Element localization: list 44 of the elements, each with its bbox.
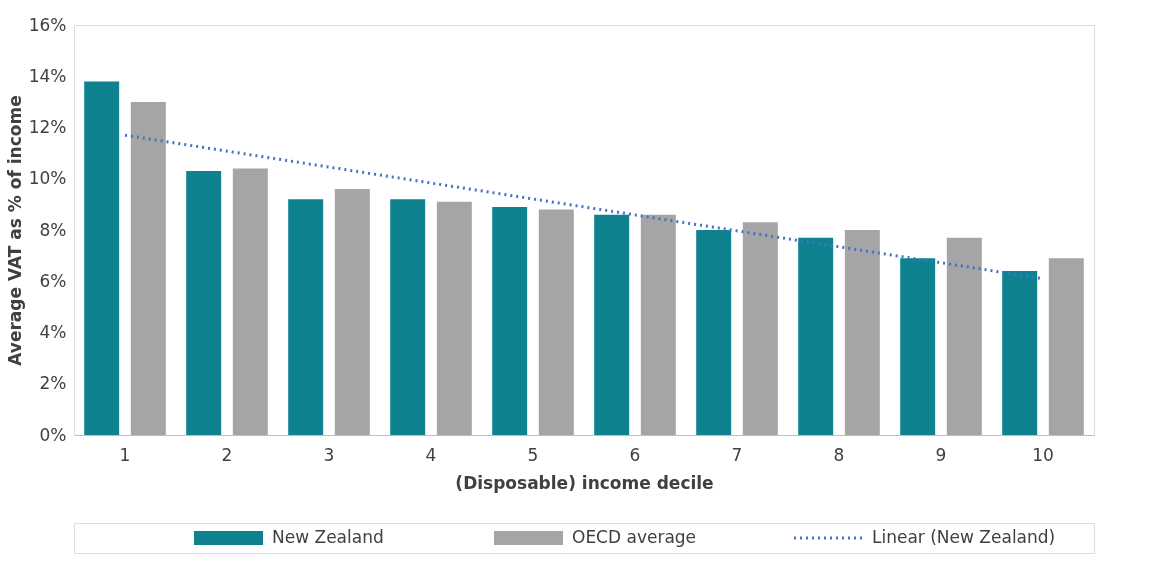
y-tick-label: 10%: [28, 168, 67, 189]
y-tick-label: 2%: [39, 373, 67, 394]
bar: [84, 81, 120, 435]
bar: [742, 222, 778, 435]
x-tick-label: 10: [1032, 444, 1054, 465]
x-tick-label: 5: [527, 444, 539, 465]
bar: [900, 258, 936, 435]
x-tick-label: 7: [731, 444, 743, 465]
bar: [798, 237, 834, 435]
bar: [1002, 271, 1038, 435]
bar: [130, 101, 166, 435]
bar: [1048, 258, 1084, 435]
y-tick-label: 14%: [28, 65, 67, 86]
y-tick-label: 12%: [28, 117, 67, 137]
bar: [334, 189, 370, 435]
y-tick-label: 0%: [39, 424, 67, 445]
bar: [594, 214, 630, 435]
bar: [492, 206, 528, 435]
bar: [946, 237, 982, 435]
bar: [696, 230, 732, 435]
legend-label: OECD average: [572, 527, 697, 547]
bar: [390, 199, 426, 435]
legend-label: New Zealand: [272, 527, 384, 547]
bar: [640, 214, 676, 435]
x-tick-label: 9: [935, 444, 947, 465]
bar: [844, 230, 880, 435]
x-tick-label: 8: [833, 444, 845, 465]
bar: [186, 171, 222, 435]
x-tick-label: 4: [425, 444, 437, 465]
x-tick-label: 1: [119, 444, 131, 465]
x-tick-label: 3: [323, 444, 335, 465]
y-tick-label: 8%: [39, 219, 67, 240]
legend-label: Linear (New Zealand): [872, 527, 1056, 547]
x-axis-title: (Disposable) income decile: [455, 472, 714, 493]
y-axis-title: Average VAT as % of income: [4, 95, 25, 366]
x-tick-label: 2: [221, 444, 233, 465]
y-tick-label: 16%: [28, 14, 67, 35]
bar: [232, 168, 268, 435]
bar: [538, 209, 574, 435]
x-tick-label: 6: [629, 444, 641, 465]
bar: [436, 201, 472, 435]
y-tick-label: 4%: [39, 322, 67, 342]
bar: [288, 199, 324, 435]
y-tick-label: 6%: [39, 270, 67, 291]
